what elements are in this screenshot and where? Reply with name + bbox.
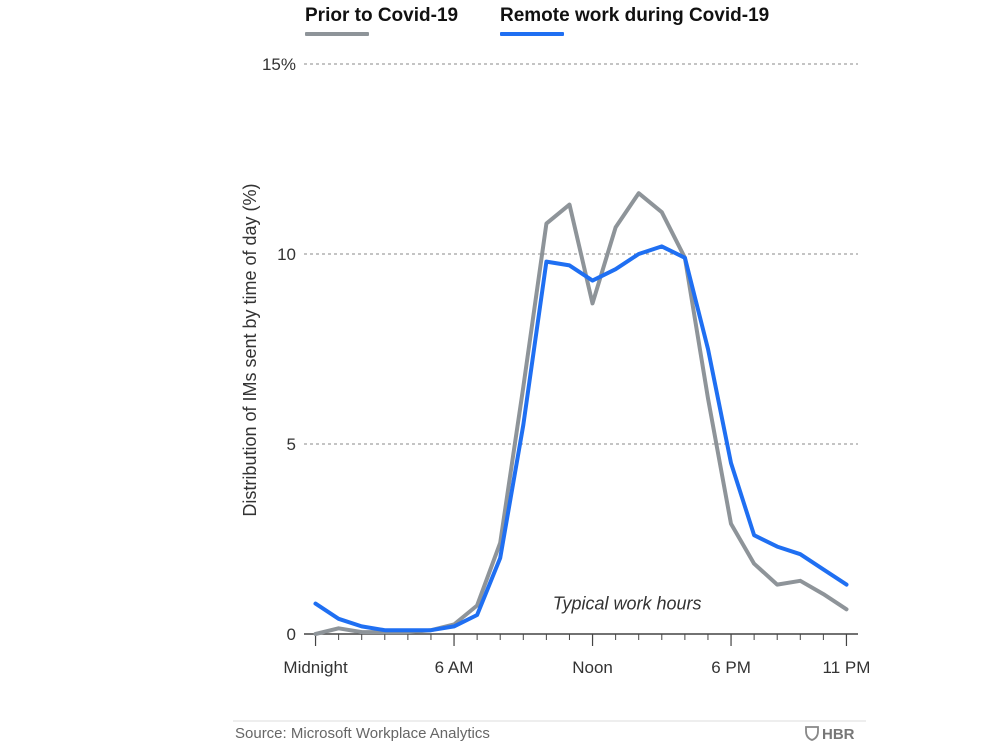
x-axis: Midnight 6 AM Noon 6 PM 11 PM <box>283 633 871 677</box>
y-tick-label: 15% <box>262 55 296 74</box>
hbr-logo: HBR <box>805 726 855 743</box>
x-tick-label: Noon <box>572 658 613 677</box>
y-tick-label: 0 <box>287 625 296 644</box>
series-lines <box>313 191 849 636</box>
x-tick-label: 6 PM <box>711 658 751 677</box>
shield-icon <box>805 726 819 741</box>
x-tick-label: 11 PM <box>823 658 871 677</box>
source-note: Source: Microsoft Workplace Analytics <box>235 725 490 742</box>
annotation-work-hours: Typical work hours <box>553 594 702 614</box>
legend-swatch-remote <box>500 32 564 36</box>
series-line-remote <box>313 244 849 633</box>
series-line-prior <box>313 191 849 636</box>
y-tick-label: 10 <box>277 245 296 264</box>
legend: Prior to Covid-19 Remote work during Cov… <box>305 5 769 36</box>
x-tick-label: Midnight <box>283 658 348 677</box>
legend-swatch-prior <box>305 32 369 36</box>
y-tick-label: 5 <box>287 435 296 454</box>
legend-label-prior: Prior to Covid-19 <box>305 5 458 26</box>
legend-item-remote: Remote work during Covid-19 <box>500 5 769 36</box>
y-axis-ticks: 0 5 10 15% <box>262 55 296 644</box>
legend-item-prior: Prior to Covid-19 <box>305 5 458 36</box>
brand-label: HBR <box>822 726 855 743</box>
x-tick-label: 6 AM <box>435 658 474 677</box>
y-axis-title: Distribution of IMs sent by time of day … <box>240 183 260 516</box>
legend-label-remote: Remote work during Covid-19 <box>500 5 769 26</box>
